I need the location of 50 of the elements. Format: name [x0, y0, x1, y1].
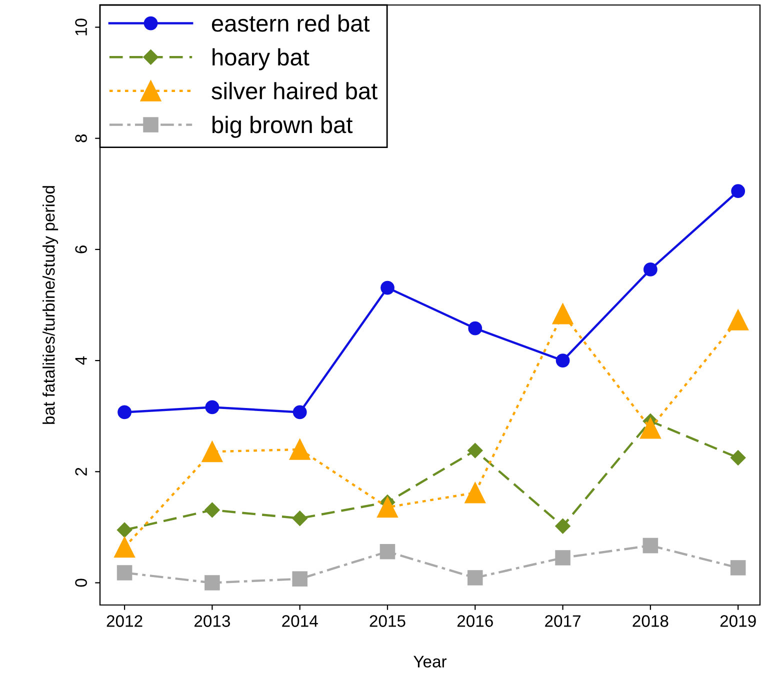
point: [730, 450, 746, 466]
x-axis-title: Year: [414, 656, 447, 668]
y-tick-label: 10: [75, 18, 87, 36]
point: [556, 354, 570, 368]
point: [552, 303, 574, 324]
point: [555, 518, 570, 534]
point: [116, 565, 132, 580]
point: [292, 405, 307, 420]
y-tick-label: 8: [75, 134, 87, 142]
point: [730, 560, 746, 576]
legend-label: hoary bat: [212, 48, 310, 70]
point: [380, 544, 396, 560]
point: [377, 496, 398, 518]
point: [555, 550, 570, 566]
point: [204, 502, 220, 518]
point: [640, 418, 661, 439]
y-tick-label: 0: [75, 578, 87, 587]
x-tick-label: 2012: [106, 615, 142, 627]
point: [116, 522, 132, 538]
point: [292, 510, 308, 526]
y-tick-label: 2: [75, 468, 87, 476]
point: [643, 262, 658, 276]
legend-label: big brown bat: [212, 116, 353, 138]
point: [464, 482, 486, 504]
point: [380, 280, 394, 295]
point: [731, 184, 746, 198]
point: [202, 441, 223, 462]
legend-label: eastern red bat: [212, 14, 370, 32]
point: [114, 536, 135, 558]
x-tick-label: 2015: [370, 615, 406, 627]
point: [205, 400, 220, 414]
point: [728, 310, 749, 330]
x-tick-label: 2019: [720, 615, 756, 627]
x-tick-label: 2014: [282, 615, 318, 627]
y-tick-label: 6: [75, 246, 87, 254]
point: [289, 439, 310, 460]
point: [468, 321, 482, 336]
point: [468, 442, 483, 458]
y-axis-title: bat fatalities/turbine/study period: [42, 186, 58, 424]
x-tick-label: 2016: [457, 615, 493, 627]
y-tick-label: 4: [75, 356, 87, 365]
legend-label: silver haired bat: [212, 82, 378, 100]
x-tick-label: 2017: [545, 615, 580, 627]
point: [468, 570, 483, 586]
point: [118, 405, 132, 420]
point: [292, 571, 308, 587]
point: [204, 575, 220, 590]
x-tick-label: 2013: [194, 615, 230, 627]
point: [642, 538, 658, 554]
x-tick-label: 2018: [632, 615, 668, 627]
